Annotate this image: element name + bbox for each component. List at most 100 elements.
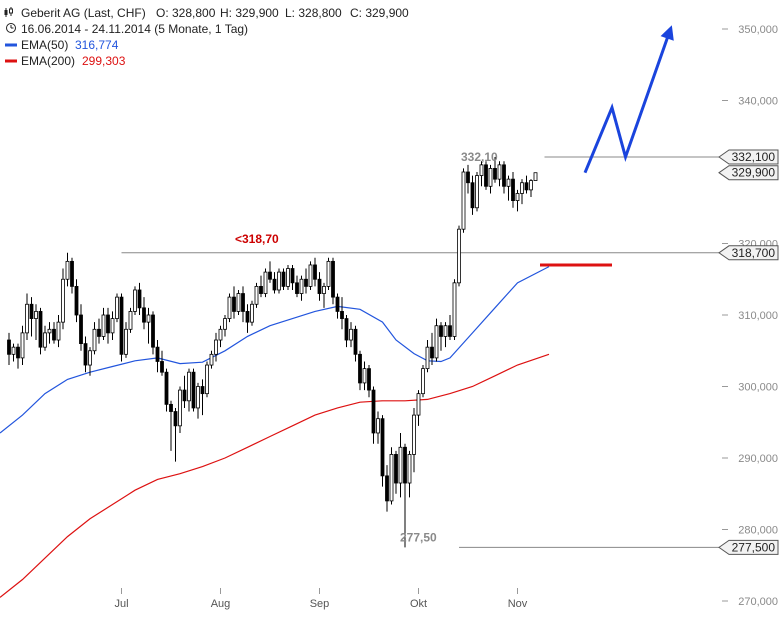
candle bbox=[308, 261, 313, 290]
candle bbox=[335, 293, 340, 319]
candle-body-up bbox=[196, 386, 200, 409]
price-tag: 332,100 bbox=[718, 149, 779, 165]
candle-body-down bbox=[335, 296, 340, 312]
candle-body-up bbox=[479, 164, 484, 176]
candle-body-up bbox=[322, 285, 326, 294]
candle-body-down bbox=[403, 446, 407, 484]
candle bbox=[101, 307, 106, 341]
candle-body-down bbox=[484, 164, 488, 187]
candle-body-down bbox=[16, 346, 20, 359]
candle-body-up bbox=[376, 418, 380, 434]
candle-body-down bbox=[119, 296, 124, 355]
candle-body-up bbox=[286, 268, 290, 287]
candle bbox=[326, 257, 331, 290]
price-tag-box bbox=[718, 539, 779, 555]
candle bbox=[407, 450, 412, 498]
candle-body-down bbox=[313, 264, 317, 280]
candle bbox=[317, 272, 322, 301]
candle bbox=[497, 161, 502, 187]
candle bbox=[268, 261, 272, 283]
candle-body-down bbox=[200, 386, 205, 395]
candle bbox=[61, 268, 65, 330]
candle-body-down bbox=[268, 271, 272, 280]
y-axis: 270,000280,000290,000300,000310,000320,0… bbox=[722, 24, 778, 608]
candle-body-down bbox=[353, 328, 358, 355]
candle-body-up bbox=[277, 271, 281, 291]
candle bbox=[128, 307, 133, 333]
candle-body-down bbox=[155, 346, 160, 362]
candle-body-down bbox=[380, 418, 385, 477]
y-tick-label: 280,000 bbox=[738, 525, 778, 537]
candle-body-down bbox=[331, 260, 335, 298]
candle bbox=[376, 411, 380, 444]
candle bbox=[182, 375, 187, 408]
candle bbox=[106, 307, 110, 344]
candle bbox=[214, 332, 218, 362]
candle bbox=[56, 315, 61, 348]
candle bbox=[178, 386, 182, 433]
low-value: L: 328,800 bbox=[285, 6, 342, 20]
period-label: 16.06.2014 - 24.11.2014 (5 Monate, 1 Tag… bbox=[21, 22, 248, 36]
candle bbox=[65, 252, 70, 287]
candle-body-down bbox=[430, 346, 434, 359]
x-tick-label: Okt bbox=[410, 598, 427, 610]
candle bbox=[479, 161, 484, 187]
candle bbox=[254, 282, 259, 308]
candle bbox=[313, 257, 317, 287]
candle-body-down bbox=[182, 389, 187, 402]
candle-body-up bbox=[421, 368, 425, 395]
candle bbox=[385, 465, 389, 512]
candle-body-up bbox=[497, 164, 502, 180]
candle bbox=[160, 350, 164, 376]
candle-body-up bbox=[187, 371, 191, 402]
candle bbox=[263, 268, 268, 298]
candle bbox=[191, 368, 196, 412]
candle-body-down bbox=[470, 182, 475, 209]
candle bbox=[340, 297, 344, 330]
y-tick-label: 350,000 bbox=[738, 24, 778, 36]
open-value: O: 328,800 bbox=[156, 6, 216, 20]
x-tick-label: Nov bbox=[508, 598, 528, 610]
candle-body-up bbox=[110, 318, 115, 334]
candle-body-up bbox=[362, 368, 367, 384]
x-axis: Jul Aug Sep Okt Nov bbox=[114, 588, 528, 610]
candle bbox=[362, 361, 367, 391]
candle-body-up bbox=[65, 260, 70, 280]
x-tick-label: Jul bbox=[114, 598, 128, 610]
y-tick-label: 300,000 bbox=[738, 382, 778, 394]
projection-path bbox=[583, 28, 672, 174]
candle-body-up bbox=[209, 353, 214, 366]
candle bbox=[70, 257, 74, 294]
candle bbox=[394, 450, 398, 494]
candle-body-down bbox=[29, 303, 34, 319]
candle bbox=[461, 168, 466, 233]
candle bbox=[475, 172, 479, 212]
candle-body-down bbox=[358, 353, 362, 384]
candle-body-up bbox=[308, 264, 313, 287]
annotation-high: 332,10 bbox=[461, 150, 498, 164]
candle bbox=[290, 264, 295, 290]
candles bbox=[7, 156, 538, 548]
x-tick-label: Sep bbox=[310, 598, 330, 610]
candle bbox=[124, 322, 128, 358]
candle bbox=[20, 325, 25, 366]
candle-body-up bbox=[92, 328, 97, 352]
candle bbox=[353, 325, 358, 362]
candle-body-up bbox=[407, 454, 412, 484]
candle bbox=[439, 322, 443, 351]
candle bbox=[250, 300, 254, 326]
price-tag-label: 332,100 bbox=[732, 150, 776, 164]
candle bbox=[241, 286, 245, 323]
candle-body-up bbox=[178, 389, 182, 427]
candle bbox=[430, 332, 434, 366]
candle-body-down bbox=[106, 314, 110, 334]
candle-body-up bbox=[25, 303, 29, 334]
candle bbox=[52, 322, 56, 344]
annotations: 332,10 <318,70 277,50 bbox=[235, 150, 498, 544]
candle-body-down bbox=[448, 325, 452, 337]
candle-body-down bbox=[394, 454, 398, 484]
candle bbox=[331, 257, 335, 305]
candle bbox=[457, 225, 461, 287]
candle bbox=[205, 361, 209, 398]
candle bbox=[29, 297, 34, 337]
